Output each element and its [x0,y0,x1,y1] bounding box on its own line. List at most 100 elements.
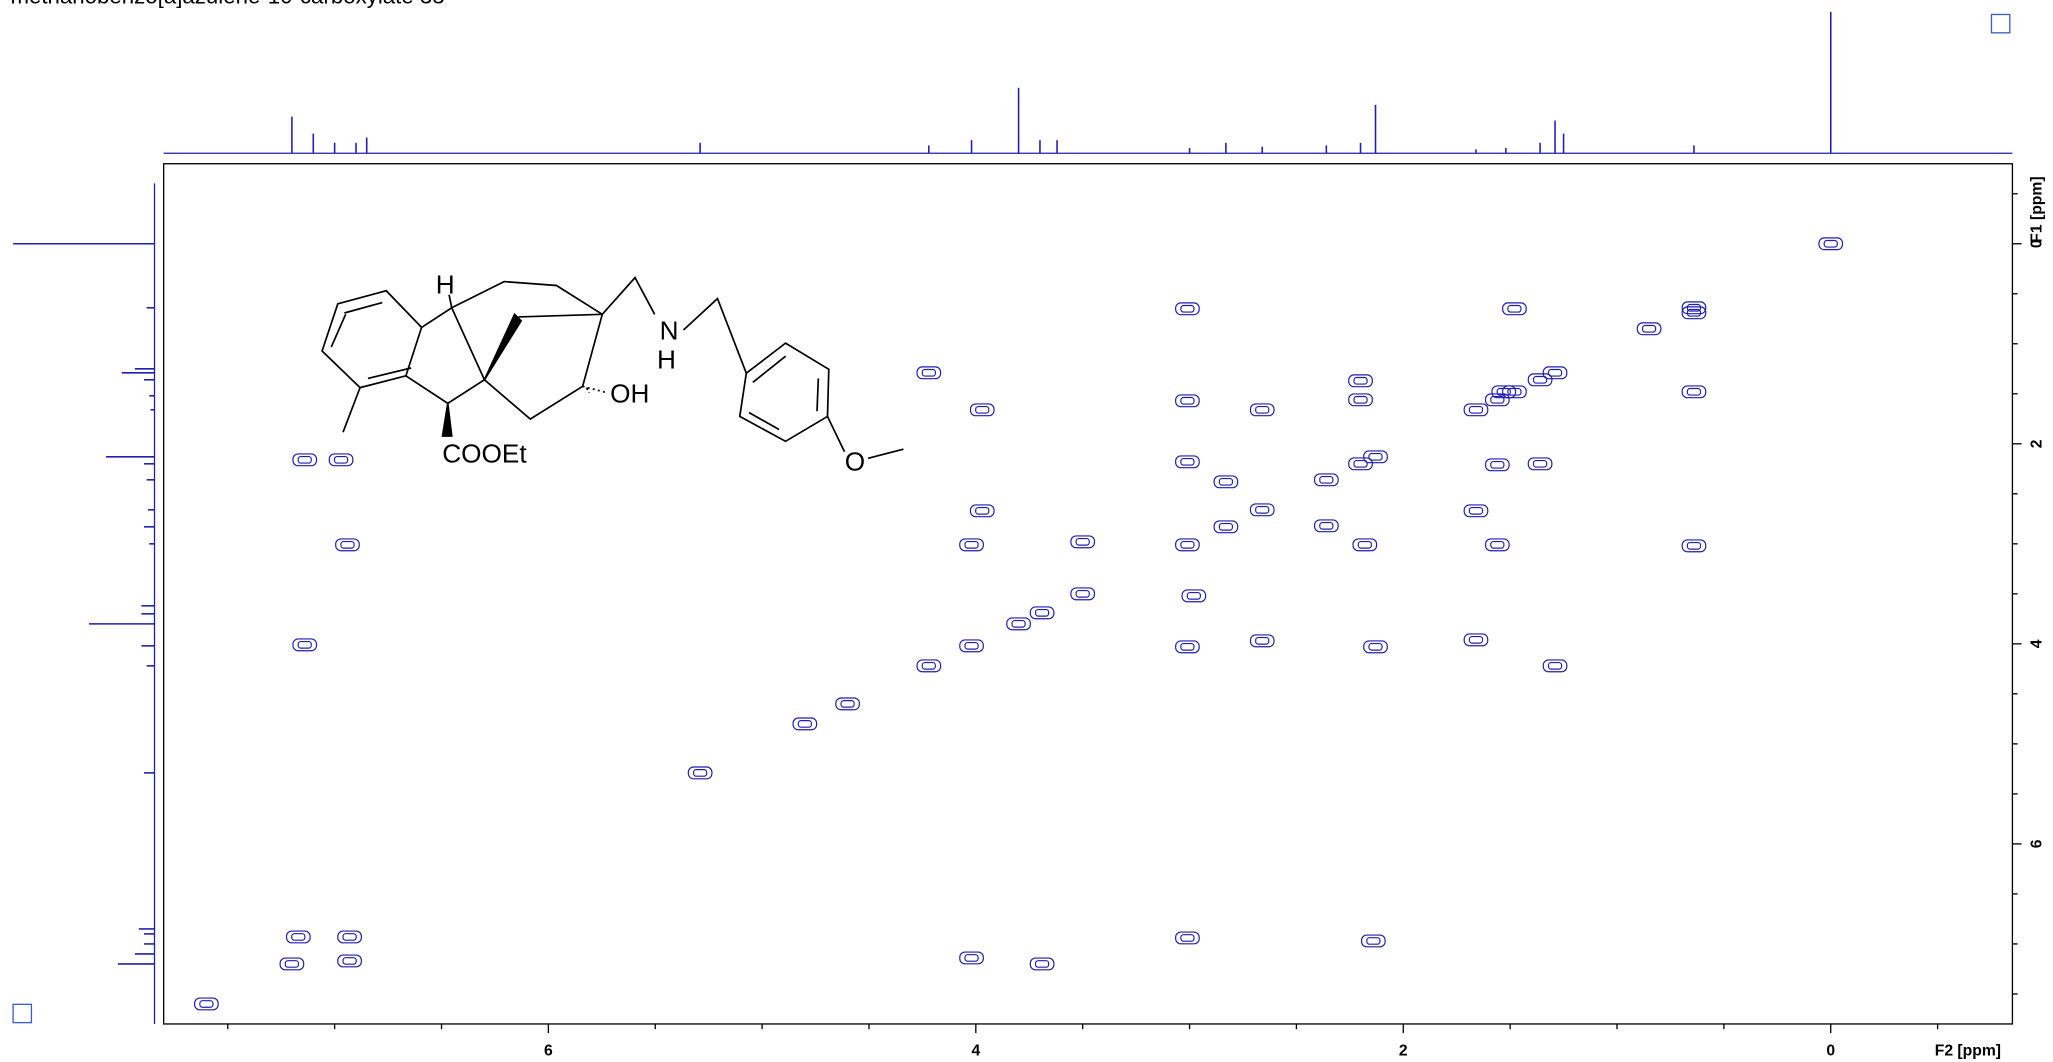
atom-label: OH [610,378,649,408]
cross-peak [194,997,219,1011]
cross-peak-inner [1686,303,1702,312]
atom-label: H [657,344,676,374]
cross-peak-inner [1319,521,1334,530]
cross-peak-inner [1255,505,1270,514]
cross-peak [1249,634,1275,648]
cross-peak [1175,455,1200,469]
cross-peak-inner [291,933,306,941]
cross-peak [1175,931,1200,945]
cross-peak-inner [964,540,979,549]
cross-peak-inner [921,368,936,377]
cross-peak [279,957,305,971]
cross-peak [1681,539,1707,553]
atom-label: N [660,316,679,346]
cross-peak [328,453,354,467]
cross-peak-inner [1357,540,1372,549]
cross-peak-inner [1353,459,1368,468]
cross-peak-inner [1641,324,1657,333]
cross-peak-inner [964,641,979,650]
cross-peak [1352,538,1378,552]
cross-peak-inner [1686,308,1702,317]
cross-peak-inner [1180,934,1195,942]
cross-peak [1348,457,1373,471]
cross-peak [959,639,984,653]
cross-peak-inner [1368,452,1383,461]
cross-peak-inner [1532,459,1548,468]
cross-peak [1313,473,1339,487]
cross-peak-inner [342,957,357,965]
corner-box [12,1003,33,1024]
cross-peak-inner [1547,662,1563,670]
atom-label: H [436,270,455,300]
cross-peak-inner [1490,540,1505,549]
cross-peak [1175,640,1200,654]
cross-peak-inner [333,455,349,464]
cross-peak [1681,306,1707,320]
cross-peak-inner [1180,396,1195,405]
cross-peak-inner [1034,608,1050,617]
cross-peak-inner [1075,589,1090,598]
cross-peak-inner [797,720,812,728]
cross-peak [959,951,984,965]
cross-peak [1502,385,1527,399]
cross-peak [1363,450,1388,464]
cross-peak-inner [1075,537,1090,546]
cross-peak [1313,519,1339,533]
cross-peak [1070,587,1096,601]
cross-peak-inner [1218,522,1234,531]
cross-peak [969,504,995,518]
cross-peak [916,659,942,673]
cross-peak [959,538,984,552]
cross-peak-inner [1180,457,1195,466]
structure [321,276,904,460]
cross-peak [916,366,942,380]
cross-peak [792,717,818,731]
cross-peak [1070,535,1096,549]
cross-peak-inner [975,405,990,414]
cross-peak [1175,302,1200,316]
x-tick-label: 0 [1826,1043,1835,1060]
cross-peak [292,453,318,467]
cross-peak-inner [297,640,312,649]
cross-peak [1249,503,1275,517]
cross-peak [335,538,360,552]
cross-peak-inner [1255,405,1270,414]
cross-peak [1463,504,1489,518]
cross-peak-inner [1823,239,1838,248]
cross-peak [1463,403,1489,417]
cross-peak [1006,617,1031,631]
cross-peak-inner [284,960,300,968]
cross-peak [1348,393,1373,407]
cross-peak-inner [1468,405,1484,414]
cross-peak [292,638,318,652]
cross-peak [1636,322,1662,336]
y-tick-label: 6 [2028,839,2045,848]
cross-peak [687,766,713,780]
cross-peak [1681,301,1707,315]
cross-peak-inner [1686,387,1702,396]
cross-peak-inner [342,933,357,941]
x-tick-label: 4 [971,1043,980,1060]
corner-box [1990,13,2011,34]
cross-peak-inner [1353,395,1368,404]
x-axis-label: F2 [ppm] [1935,1043,2001,1060]
cross-peak [337,954,362,968]
cross-peak [1484,458,1510,472]
cross-peak [1681,385,1707,399]
atom-label: O [845,446,865,476]
x-tick-label: 6 [544,1043,553,1060]
cross-peak [1484,393,1510,407]
cross-peak-inner [1468,635,1484,644]
cross-peak [1175,394,1200,408]
cross-peak [1348,374,1373,388]
cross-peak-inner [1011,619,1026,628]
cross-peak-inner [1490,460,1505,469]
cross-peak [1527,457,1553,471]
cross-peak-inner [1186,591,1201,600]
cross-peak-inner [1366,937,1381,945]
cross-peak-inner [1686,541,1702,550]
cross-peak [1360,934,1386,948]
cross-peak [1029,957,1055,971]
